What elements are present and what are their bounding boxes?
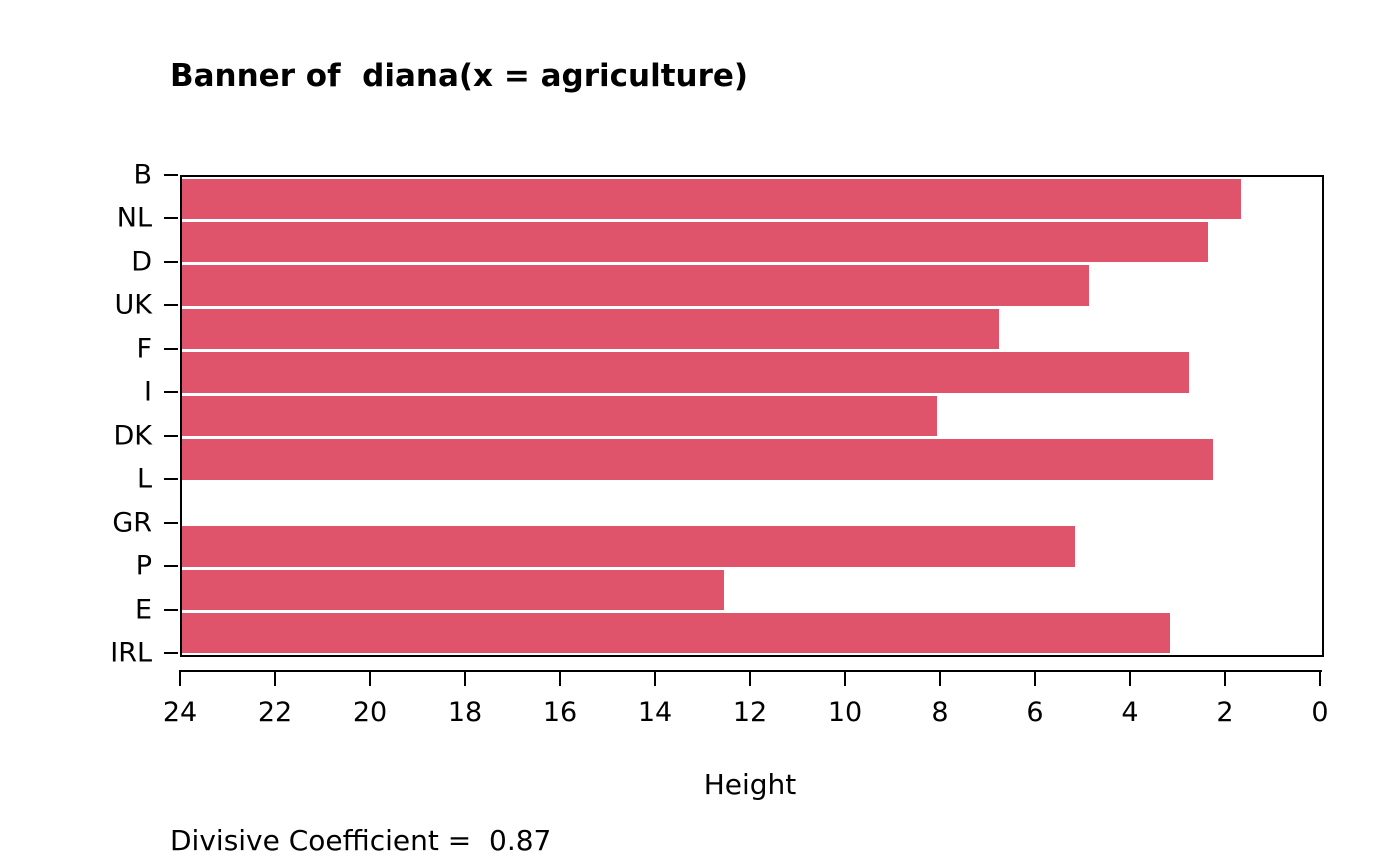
banner-bar-DK-L <box>182 439 1213 480</box>
y-axis-tick <box>164 478 178 481</box>
divisive-coefficient-text: Divisive Coefficient = 0.87 <box>170 824 552 857</box>
x-tick-label-16: 16 <box>542 697 578 728</box>
y-axis-tick <box>164 304 178 307</box>
y-axis-tick <box>164 565 178 568</box>
y-axis-tick <box>164 260 178 263</box>
x-axis-tick <box>654 670 656 686</box>
banner-bar-E-IRL <box>182 613 1170 654</box>
x-tick-label-20: 20 <box>352 697 388 728</box>
y-axis-tick <box>164 217 178 220</box>
x-tick-label-4: 4 <box>1121 697 1139 728</box>
plot-area <box>180 175 1324 657</box>
x-axis-tick <box>844 670 846 686</box>
x-axis-tick <box>464 670 466 686</box>
y-label-L: L <box>136 463 152 495</box>
x-axis-title: Height <box>703 768 797 801</box>
x-axis-tick <box>274 670 276 686</box>
x-axis-tick <box>559 670 561 686</box>
x-axis-tick <box>1224 670 1226 686</box>
x-tick-label-0: 0 <box>1311 697 1329 728</box>
banner-bar-I-DK <box>182 395 938 437</box>
x-axis-tick <box>939 670 941 686</box>
banner-bar-NL-D <box>182 221 1208 263</box>
x-axis-tick <box>369 670 371 686</box>
banner-bar-D-UK <box>182 265 1090 306</box>
banner-bar-B-NL <box>182 178 1242 219</box>
y-label-DK: DK <box>113 420 153 452</box>
x-axis-tick <box>1319 670 1321 686</box>
y-label-IRL: IRL <box>110 637 152 669</box>
y-label-GR: GR <box>112 507 152 539</box>
y-label-F: F <box>136 333 152 365</box>
y-axis-tick <box>164 521 178 524</box>
y-label-E: E <box>134 594 152 626</box>
x-tick-label-12: 12 <box>732 697 768 728</box>
chart-title: Banner of diana(x = agriculture) <box>170 58 749 94</box>
banner-bar-UK-F <box>182 308 999 350</box>
y-label-B: B <box>133 159 152 191</box>
x-axis-tick <box>1129 670 1131 686</box>
x-tick-label-8: 8 <box>931 697 949 728</box>
y-axis-tick <box>164 391 178 394</box>
y-label-P: P <box>135 550 152 582</box>
y-axis-tick <box>164 434 178 437</box>
x-axis-tick <box>179 670 181 686</box>
y-label-I: I <box>144 376 152 408</box>
banner-bar-P-E <box>182 569 724 611</box>
x-tick-label-2: 2 <box>1216 697 1234 728</box>
y-label-NL: NL <box>116 202 152 234</box>
y-label-UK: UK <box>114 289 152 321</box>
x-axis-tick <box>749 670 751 686</box>
x-axis-tick <box>1034 670 1036 686</box>
y-axis-tick <box>164 174 178 176</box>
y-axis-tick <box>164 347 178 350</box>
banner-bar-F-I <box>182 352 1189 393</box>
x-tick-label-10: 10 <box>827 697 863 728</box>
x-tick-label-24: 24 <box>162 697 198 728</box>
y-axis-tick <box>164 652 178 654</box>
banner-bar-GR-P <box>182 526 1075 567</box>
x-tick-label-22: 22 <box>257 697 293 728</box>
x-tick-label-14: 14 <box>637 697 673 728</box>
y-label-D: D <box>131 246 152 278</box>
x-tick-label-18: 18 <box>447 697 483 728</box>
y-axis-tick <box>164 608 178 611</box>
x-tick-label-6: 6 <box>1026 697 1044 728</box>
